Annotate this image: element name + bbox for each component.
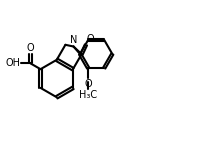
Text: OH: OH	[5, 58, 20, 68]
Text: N: N	[70, 35, 77, 45]
Text: O: O	[84, 79, 92, 89]
Text: O: O	[27, 43, 34, 53]
Text: H₃C: H₃C	[79, 90, 97, 100]
Text: O: O	[87, 34, 94, 44]
